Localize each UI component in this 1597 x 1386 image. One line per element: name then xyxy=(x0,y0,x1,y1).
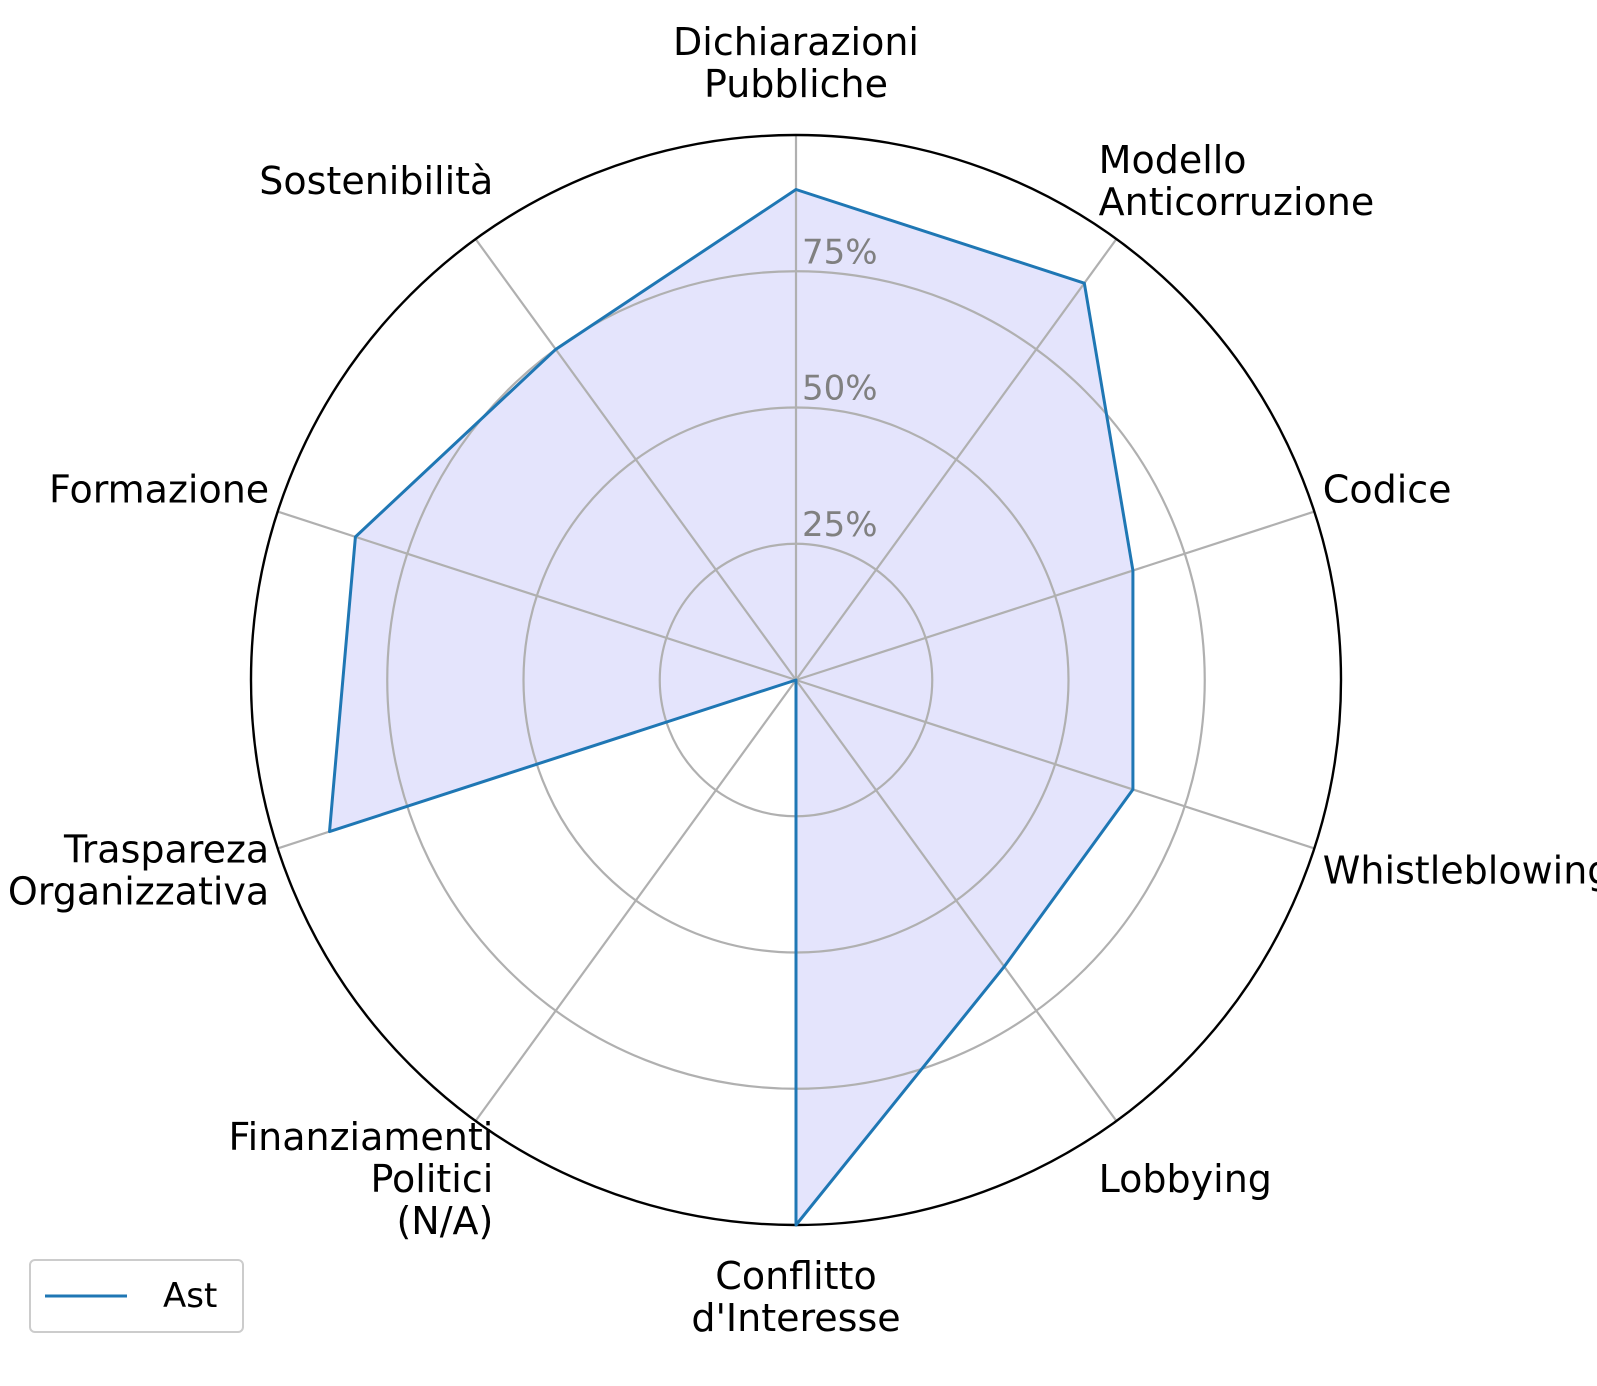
legend-label: Ast xyxy=(163,1276,217,1316)
grid-spoke-9 xyxy=(474,238,797,681)
series-fill-0 xyxy=(329,189,1133,1225)
radial-tick-label: 75% xyxy=(802,232,878,272)
category-label: Modello Anticorruzione xyxy=(1099,138,1375,224)
radial-tick-label: 25% xyxy=(802,505,878,545)
category-labels: Dichiarazioni Pubbliche Modello Anticorruzi… xyxy=(8,20,1597,1340)
category-label: Finanziamenti Politici (N/A) xyxy=(228,1115,493,1243)
legend: Ast xyxy=(29,1259,244,1333)
category-label: Traspareza Organizzativa xyxy=(8,828,269,914)
category-label: Formazione xyxy=(49,467,269,511)
grid-spoke-8 xyxy=(277,510,797,682)
category-label: Whistleblowing xyxy=(1323,849,1597,893)
series-line-0 xyxy=(328,188,1135,1227)
grid-spoke-4 xyxy=(795,679,1118,1122)
grid-spoke-1 xyxy=(795,238,1118,681)
radial-tick-labels: 25% 50% 75% xyxy=(802,232,878,545)
category-label: Lobbying xyxy=(1099,1157,1272,1201)
category-label: Conflitto d'Interesse xyxy=(691,1254,900,1340)
grid-spoke-3 xyxy=(795,678,1315,850)
series-line-layer xyxy=(328,188,1135,1227)
category-label: Dichiarazioni Pubbliche xyxy=(673,20,919,106)
grid-spoke-6 xyxy=(474,679,797,1122)
radial-tick-label: 50% xyxy=(802,369,878,409)
category-label: Codice xyxy=(1323,467,1452,511)
series-fill-layer xyxy=(329,189,1133,1225)
category-label: Sostenibilità xyxy=(259,159,493,203)
grid-spoke-2 xyxy=(795,510,1315,682)
legend-box xyxy=(29,1259,244,1333)
